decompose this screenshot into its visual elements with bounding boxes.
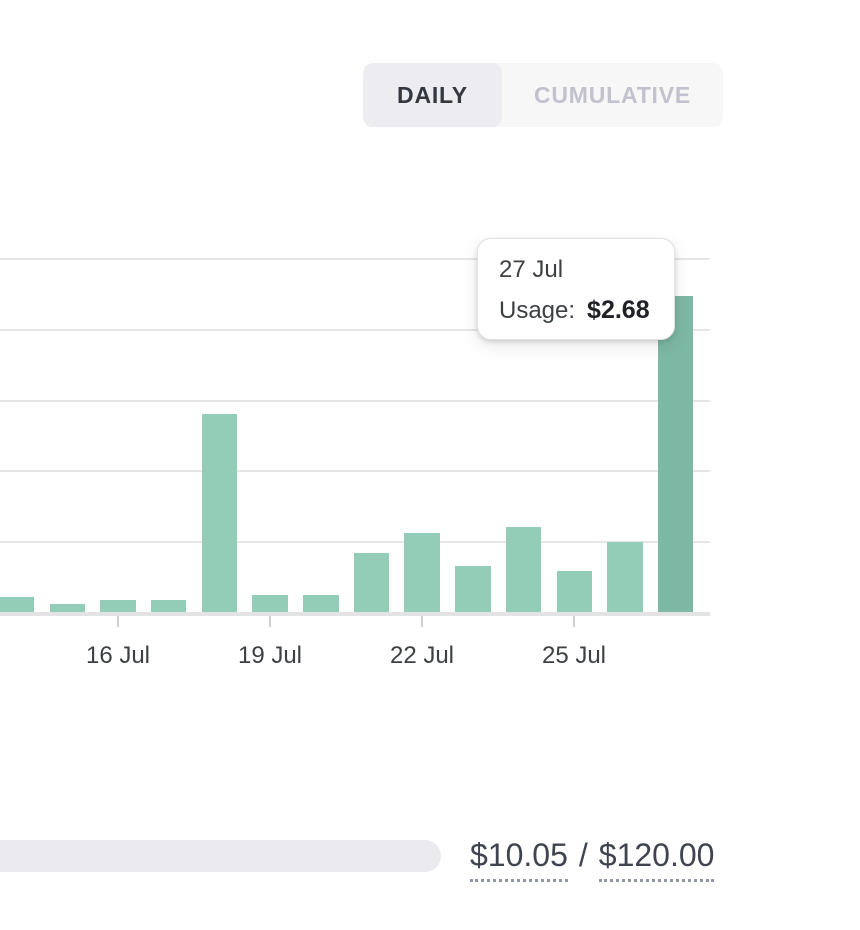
bar-27-jul[interactable]	[657, 296, 694, 612]
tooltip-usage-label: Usage:	[499, 297, 576, 324]
usage-bar-chart: 16 Jul 19 Jul 22 Jul 25 Jul	[0, 258, 710, 669]
tooltip-usage-value: $2.68	[587, 296, 650, 324]
x-axis-label: 22 Jul	[389, 642, 455, 669]
usage-limit-progress-bar	[0, 840, 441, 872]
gridline	[0, 329, 710, 331]
bar-16-jul[interactable]	[100, 600, 136, 612]
x-axis-tick	[573, 616, 575, 627]
toggle-cumulative-button[interactable]: CUMULATIVE	[502, 63, 723, 127]
gridline	[0, 541, 710, 543]
bar-15-jul[interactable]	[49, 604, 86, 612]
gridline	[0, 470, 710, 472]
bar-26-jul[interactable]	[607, 542, 643, 612]
x-axis-tick	[269, 616, 271, 627]
usage-amount-limit[interactable]: $120.00	[598, 837, 715, 882]
x-axis-label: 16 Jul	[85, 642, 151, 669]
toggle-daily-button[interactable]: DAILY	[363, 63, 502, 127]
bar-19-jul[interactable]	[252, 595, 288, 612]
usage-summary: $10.05 / $120.00	[470, 837, 715, 882]
bar-22-jul[interactable]	[404, 533, 440, 612]
x-axis-label: 19 Jul	[237, 642, 303, 669]
usage-amount-separator: /	[578, 837, 588, 873]
chart-tooltip: 27 Jul Usage: $2.68	[477, 238, 675, 340]
tooltip-usage-row: Usage: $2.68	[499, 290, 674, 331]
x-axis-tick	[421, 616, 423, 627]
bar-17-jul[interactable]	[150, 600, 187, 612]
tooltip-date: 27 Jul	[499, 256, 564, 283]
bar-23-jul[interactable]	[455, 566, 491, 612]
bar-24-jul[interactable]	[505, 527, 542, 612]
bar-18-jul[interactable]	[201, 414, 238, 612]
bar-25-jul[interactable]	[556, 571, 593, 612]
gridline	[0, 258, 710, 260]
x-axis-label: 25 Jul	[541, 642, 607, 669]
granularity-toggle: DAILY CUMULATIVE	[363, 63, 723, 127]
gridline	[0, 400, 710, 402]
bar-14-jul[interactable]	[0, 597, 35, 612]
x-axis-tick	[117, 616, 119, 627]
usage-amount-used[interactable]: $10.05	[470, 837, 568, 882]
bar-21-jul[interactable]	[353, 553, 390, 612]
x-axis-line	[0, 612, 710, 616]
bar-20-jul[interactable]	[303, 595, 339, 612]
